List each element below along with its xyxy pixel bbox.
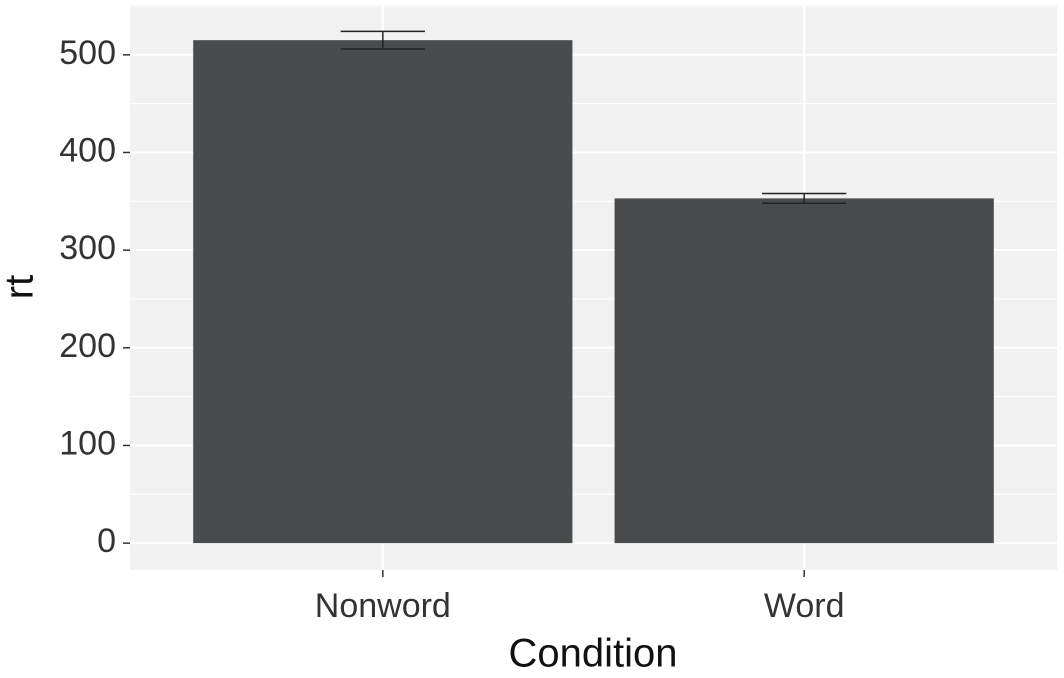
x-tick-label: Word: [764, 587, 845, 625]
y-axis-title: rt: [0, 275, 42, 299]
x-axis-title: Condition: [508, 632, 677, 676]
bar: [614, 198, 994, 544]
y-tick-label: 100: [59, 424, 116, 462]
y-tick-label: 500: [59, 34, 116, 72]
bar: [193, 40, 573, 544]
y-tick-label: 300: [59, 229, 116, 267]
y-tick-label: 0: [97, 522, 116, 560]
y-tick-label: 400: [59, 131, 116, 169]
x-tick-label: Nonword: [315, 587, 451, 625]
y-tick-label: 200: [59, 327, 116, 365]
